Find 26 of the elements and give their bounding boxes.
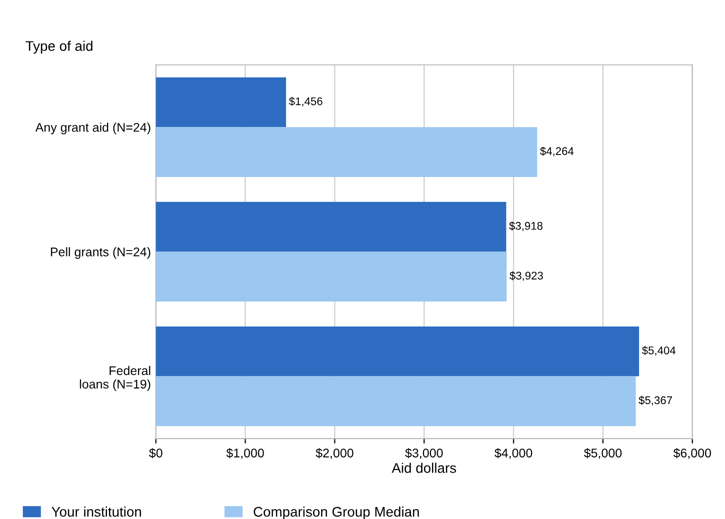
x-axis-title: Aid dollars — [392, 462, 456, 473]
bar — [156, 252, 507, 302]
bar — [156, 77, 286, 128]
x-tick-label: $3,000 — [405, 448, 443, 459]
y-tick-label: Federal loans (N=19) — [80, 366, 150, 392]
x-tick-label: $1,000 — [226, 448, 264, 459]
data-label: $5,404 — [642, 346, 676, 356]
bar — [156, 376, 636, 426]
bar — [156, 202, 506, 252]
y-tick-label: Any grant aid (N=24) — [35, 122, 150, 134]
data-label: $4,264 — [540, 146, 574, 156]
data-label: $5,367 — [638, 396, 672, 406]
data-label: $1,456 — [288, 96, 322, 107]
legend-label: Your institution — [52, 506, 141, 517]
y-tick-label: Pell grants (N=24) — [50, 247, 150, 259]
x-tick-label: $6,000 — [673, 448, 712, 459]
x-tick-label: $4,000 — [494, 448, 532, 459]
bar — [156, 127, 538, 177]
x-tick-label: $0 — [149, 448, 162, 458]
y-axis-title: Type of aid — [26, 40, 92, 54]
x-tick-label: $2,000 — [316, 448, 354, 459]
x-tick-label: $5,000 — [584, 448, 622, 459]
data-label: $3,918 — [509, 221, 542, 232]
data-label: $3,923 — [510, 271, 543, 281]
legend-label: Comparison Group Median — [254, 506, 419, 519]
bar — [156, 326, 640, 376]
